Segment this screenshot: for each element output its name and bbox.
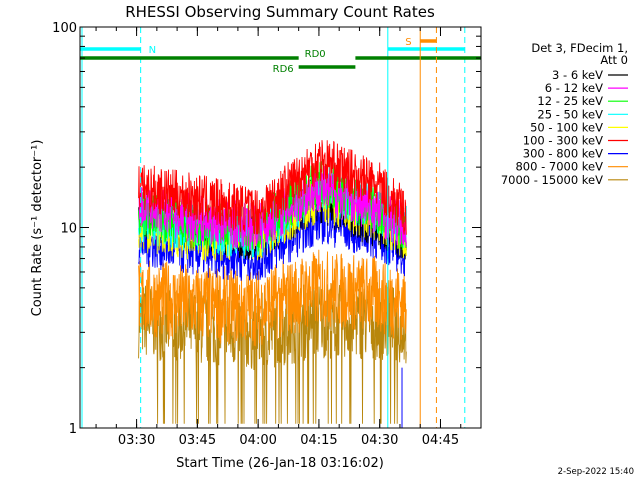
rd6-label: RD6 bbox=[273, 64, 294, 75]
plot-timestamp: 2-Sep-2022 15:40 bbox=[558, 467, 634, 477]
legend-label-2: 6 - 12 keV bbox=[545, 81, 603, 95]
series-line-6 bbox=[138, 140, 407, 235]
legend-label-1: 3 - 6 keV bbox=[552, 68, 603, 82]
x-axis-label: Start Time (26-Jan-18 03:16:02) bbox=[176, 456, 384, 471]
chart-title: RHESSI Observing Summary Count Rates bbox=[125, 3, 435, 21]
legend-label-4: 25 - 50 keV bbox=[537, 107, 603, 121]
legend-label-3: 12 - 25 keV bbox=[537, 94, 603, 108]
y-axis-label: Count Rate (s⁻¹ detector⁻¹) bbox=[30, 140, 45, 317]
legend-label-9: 7000 - 15000 keV bbox=[501, 173, 603, 187]
legend-header-line-1: Det 3, FDecim 1, bbox=[531, 41, 628, 55]
x-tick-label-1: 03:30 bbox=[118, 433, 155, 448]
legend-label-5: 50 - 100 keV bbox=[530, 120, 603, 134]
x-tick-label-2: 03:45 bbox=[179, 433, 216, 448]
x-tick-label-6: 04:45 bbox=[422, 433, 459, 448]
x-tick-label-5: 04:30 bbox=[361, 433, 398, 448]
legend-label-8: 800 - 7000 keV bbox=[515, 160, 603, 174]
axes: 03:30 03:45 04:00 04:15 04:30 04:45 1 10 100 bbox=[52, 21, 481, 448]
y-tick-label-1: 1 bbox=[69, 422, 77, 437]
x-tick-label-3: 04:00 bbox=[239, 433, 276, 448]
legend-header-line-2: Att 0 bbox=[600, 53, 628, 67]
rd0-label: RD0 bbox=[305, 49, 326, 60]
legend-label-6: 100 - 300 keV bbox=[523, 134, 603, 148]
series-line-8 bbox=[138, 249, 407, 347]
y-tick-label-3: 100 bbox=[52, 21, 77, 36]
x-tick-label-4: 04:15 bbox=[300, 433, 337, 448]
legend-label-7: 300 - 800 keV bbox=[523, 147, 603, 161]
mode-indicators: N RD0 RD6 S bbox=[80, 27, 481, 428]
night-label: N bbox=[149, 45, 156, 56]
data-layer bbox=[138, 140, 407, 424]
saa-label: S bbox=[405, 37, 411, 48]
y-tick-label-2: 10 bbox=[60, 222, 77, 237]
